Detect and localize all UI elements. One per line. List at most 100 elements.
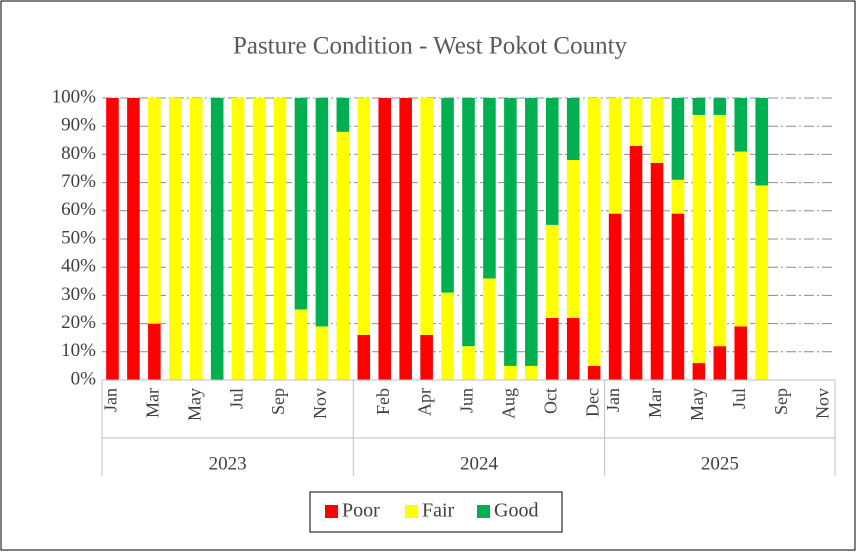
bar-segment [189,98,203,380]
x-tick-label: Jan [603,388,623,412]
bar-segment [734,151,748,327]
bar-segment [483,278,496,380]
x-tick-label: Feb [373,388,393,415]
bar-segment [734,98,748,152]
bar-segment [566,98,580,161]
bar-segment [525,98,538,366]
bar-segment [294,98,308,310]
legend-swatch [405,505,418,518]
bar-segment [462,346,475,380]
legend-label: Fair [422,500,455,522]
legend-label: Poor [342,500,380,522]
bar-segment [483,98,496,279]
y-tick-label: 20% [61,312,96,333]
x-tick-label: Dec [582,388,602,417]
legend-swatch [325,505,338,518]
y-tick-label: 70% [61,171,96,192]
bar-segment [713,114,727,347]
legend-box [309,491,563,533]
bar-segment [650,162,664,380]
bar-segment [566,160,580,318]
bar-segment [566,317,580,380]
bar-segment [608,98,622,214]
legend-label: Good [494,500,538,522]
bar-segment [106,98,119,380]
bar-segment [545,224,559,318]
bar-segment [315,326,329,380]
bar-segment [755,185,768,380]
bar-segment [629,145,643,380]
bar-segment [545,98,559,225]
bar-segment [127,98,140,380]
y-tick-label: 50% [61,227,96,248]
x-tick-label: Mar [645,388,665,418]
bar-segment [504,365,517,380]
bar-segment [315,98,329,327]
y-tick-label: 60% [61,199,96,220]
bar-segment [169,98,182,380]
bar-segment [148,98,161,324]
bar-segment [273,98,287,380]
x-tick-label: Sep [268,388,288,415]
bar-segment [504,98,517,366]
bar-segment [755,98,768,186]
x-tick-label: Jul [226,388,246,409]
x-tick-label: Sep [771,388,791,415]
x-tick-label: Jul [729,388,749,409]
bar-segment [378,98,392,380]
bar-segment [210,98,224,380]
bar-segment [671,98,685,180]
bar-segment [148,323,161,380]
bar-segment [357,334,371,380]
bar-segment [713,346,727,380]
bar-segment [336,98,350,132]
x-tick-label: Nov [310,388,330,419]
x-tick-label: Apr [415,388,435,416]
bar-segment [462,98,475,347]
y-tick-label: 80% [61,143,96,164]
bar-segment [587,98,601,366]
x-tick-label: May [687,388,707,421]
bar-segment [336,131,350,380]
x-tick-label: Mar [142,388,162,418]
bar-segment [252,98,266,380]
chart-title: Pasture Condition - West Pokot County [233,33,628,60]
x-tick-label: Jan [101,388,121,412]
bar-segment [587,365,601,380]
bar-segment [671,179,685,214]
bar-segment [650,98,664,163]
group-label: 2023 [209,453,247,474]
bar-segment [420,334,433,380]
x-tick-label: Oct [540,388,560,414]
y-tick-label: 10% [61,340,96,361]
y-tick-label: 100% [52,86,97,107]
group-label: 2024 [460,453,499,474]
bar-segment [545,317,559,380]
bar-segment [357,98,371,335]
bar-segment [734,326,748,380]
legend-swatch [477,505,490,518]
bar-segment [420,98,433,335]
bar-segment [692,363,706,380]
x-tick-label: Jun [457,388,477,413]
bar-segment [608,213,622,380]
bar-segment [525,365,538,380]
y-tick-label: 30% [61,284,96,305]
bar-segment [671,213,685,380]
x-tick-label: Nov [813,388,833,419]
bar-segment [294,309,308,380]
group-label: 2025 [701,453,739,474]
bar-segment [231,98,245,380]
bar-segment [441,292,454,380]
bar-segment [441,98,454,293]
bar-segment [692,114,706,364]
y-tick-label: 40% [61,256,96,277]
bar-segment [692,98,706,115]
x-tick-label: May [184,388,204,421]
y-tick-label: 0% [71,368,97,389]
bar-segment [713,98,727,115]
bar-segment [629,98,643,146]
bar-segment [399,98,412,380]
y-tick-label: 90% [61,115,96,136]
